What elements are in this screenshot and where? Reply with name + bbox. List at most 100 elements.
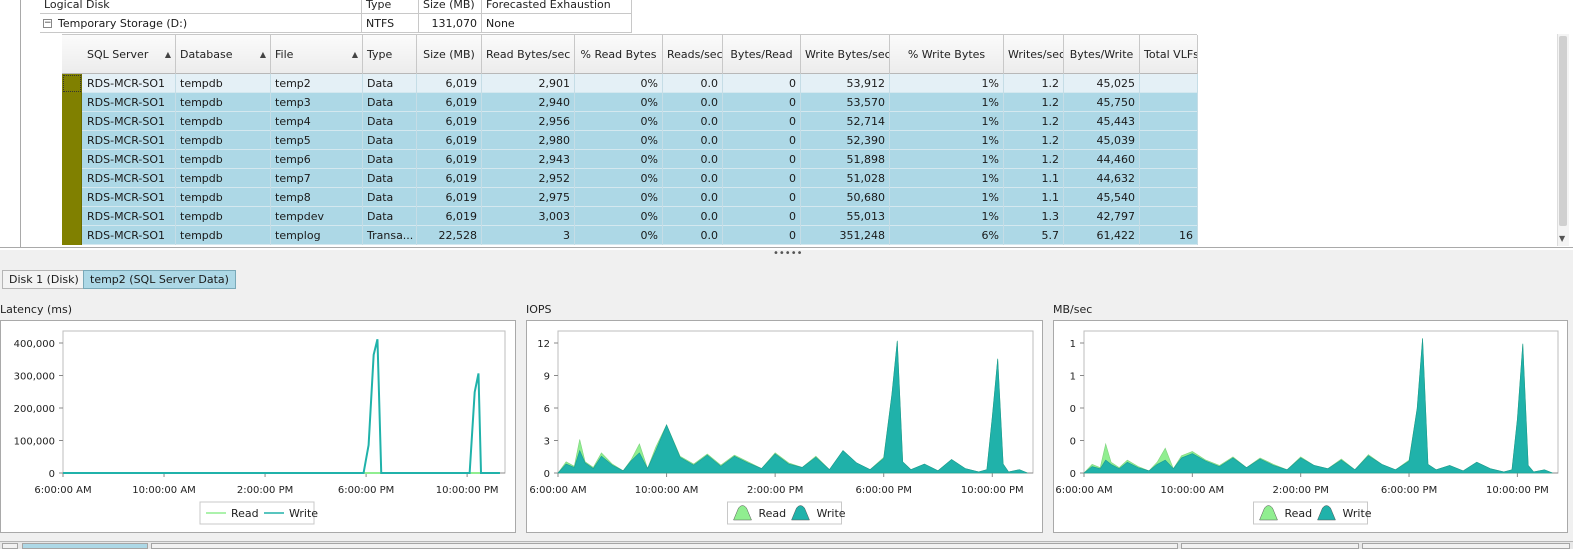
col-header-logical-disk[interactable]: Logical Disk (40, 0, 362, 13)
cell-total-vlfs (1140, 188, 1198, 207)
legend-swatch-write (791, 505, 810, 521)
cell-read-bytes-sec: 2,956 (482, 112, 575, 131)
col-header-file[interactable]: File ▲ (271, 35, 363, 74)
cell-pct-read-bytes: 0% (575, 112, 663, 131)
cell-file: temp4 (271, 112, 363, 131)
cell-type: Data (363, 207, 417, 226)
col-header-read-bytes-sec[interactable]: Read Bytes/sec (482, 35, 575, 74)
col-header-total-vlfs[interactable]: Total VLFs (1140, 35, 1198, 74)
series-color-swatch[interactable] (62, 112, 82, 131)
cell-total-vlfs (1140, 169, 1198, 188)
col-header-type[interactable]: Type (363, 35, 417, 74)
tab-disk-1[interactable]: Disk 1 (Disk) (2, 270, 86, 289)
table-row[interactable]: RDS-MCR-SO1 tempdb templog Transa... 22,528 3… (62, 226, 1198, 245)
col-header-write-bytes-sec[interactable]: Write Bytes/sec (801, 35, 890, 74)
plot-area (62, 330, 506, 474)
col-header-database[interactable]: Database ▲ (176, 35, 271, 74)
series-color-swatch[interactable] (62, 93, 82, 112)
sort-ascending-icon[interactable]: ▲ (259, 50, 266, 59)
outer-grid-header: Logical Disk Type Size (MB) Forecasted E… (40, 0, 632, 14)
group-row-temporary-storage[interactable]: Temporary Storage (D:) NTFS 131,070 None (40, 14, 632, 33)
col-header-pct-read-bytes[interactable]: % Read Bytes (575, 35, 663, 74)
table-row[interactable]: RDS-MCR-SO1 tempdb temp8 Data 6,019 2,975 0% 0.… (62, 188, 1198, 207)
table-row[interactable]: RDS-MCR-SO1 tempdb temp4 Data 6,019 2,956 0% 0.… (62, 112, 1198, 131)
cell-pct-read-bytes: 0% (575, 169, 663, 188)
cell-bytes-read: 0 (723, 150, 801, 169)
cell-reads-sec: 0.0 (663, 74, 723, 93)
cell-write-bytes-sec: 55,013 (801, 207, 890, 226)
scrollbar-thumb[interactable] (1559, 36, 1567, 226)
cell-file: tempdev (271, 207, 363, 226)
cell-type: Transa... (363, 226, 417, 245)
table-row[interactable]: RDS-MCR-SO1 tempdb temp7 Data 6,019 2,952 0% 0.… (62, 169, 1198, 188)
status-segment-1 (2, 543, 18, 549)
sort-ascending-icon[interactable]: ▲ (164, 50, 171, 59)
cell-file: temp3 (271, 93, 363, 112)
series-color-swatch[interactable] (62, 226, 82, 245)
col-header-label: Reads/sec (667, 48, 723, 61)
y-tick-label: 0 (1070, 404, 1076, 415)
status-segment-5 (1362, 543, 1570, 549)
table-row[interactable]: RDS-MCR-SO1 tempdb temp5 Data 6,019 2,980 0% 0.… (62, 131, 1198, 150)
cell-type: Data (363, 169, 417, 188)
tab-temp2-sql-server-data[interactable]: temp2 (SQL Server Data) (83, 270, 236, 289)
series-color-swatch[interactable] (62, 207, 82, 226)
cell-read-bytes-sec: 2,901 (482, 74, 575, 93)
cell-sql-server: RDS-MCR-SO1 (83, 131, 176, 150)
series-color-swatch[interactable] (62, 188, 82, 207)
cell-size-mb: 22,528 (417, 226, 482, 245)
status-segment-2[interactable] (22, 543, 148, 549)
col-header-pct-write-bytes[interactable]: % Write Bytes (890, 35, 1004, 74)
grid-left-border (20, 0, 21, 247)
series-color-swatch[interactable] (62, 150, 82, 169)
series-color-swatch[interactable] (62, 131, 82, 150)
col-header-writes-sec[interactable]: Writes/sec (1004, 35, 1064, 74)
x-tick-label: 10:00:00 AM (1161, 485, 1225, 496)
col-header-bytes-write[interactable]: Bytes/Write (1064, 35, 1140, 74)
cell-reads-sec: 0.0 (663, 93, 723, 112)
splitter-grip-icon[interactable]: ••••• (773, 248, 803, 259)
legend-label-read: Read (759, 507, 787, 520)
table-row[interactable]: RDS-MCR-SO1 tempdb temp6 Data 6,019 2,943 0% 0.… (62, 150, 1198, 169)
col-header-forecasted-exhaustion[interactable]: Forecasted Exhaustion (482, 0, 632, 13)
y-tick-label: 0 (1070, 437, 1076, 448)
table-row[interactable]: RDS-MCR-SO1 tempdb temp3 Data 6,019 2,940 0% 0.… (62, 93, 1198, 112)
col-header-size-mb[interactable]: Size (MB) (417, 35, 482, 74)
cell-writes-sec: 5.7 (1004, 226, 1064, 245)
cell-read-bytes-sec: 2,952 (482, 169, 575, 188)
col-header-size[interactable]: Size (MB) (419, 0, 482, 13)
cell-sql-server: RDS-MCR-SO1 (83, 74, 176, 93)
y-tick-label: 9 (544, 372, 550, 383)
mbsec-chart: 0 0 0 1 1 6:00:00 AM 10:00:00 AM 2:00:00 PM 6:00… (1053, 320, 1568, 533)
latency-chart: 0 100,000 200,000 300,000 400,000 6:00:00 AM 1… (0, 320, 516, 533)
cell-database: tempdb (176, 207, 271, 226)
mbsec-chart-title: MB/sec (1053, 303, 1093, 316)
col-header-bytes-read[interactable]: Bytes/Read (723, 35, 801, 74)
collapse-toggle-icon[interactable]: − (43, 18, 52, 28)
cell-reads-sec: 0.0 (663, 150, 723, 169)
iops-chart-title: IOPS (526, 303, 552, 316)
cell-write-bytes-sec: 50,680 (801, 188, 890, 207)
iops-chart: 0 3 6 9 12 6:00:00 AM 10:00:00 AM 2:00:00 PM 6:0… (526, 320, 1043, 533)
x-tick-label: 6:00:00 PM (338, 485, 394, 496)
table-row[interactable]: RDS-MCR-SO1 tempdb tempdev Data 6,019 3,003 0%… (62, 207, 1198, 226)
mbsec-chart-svg: 0 0 0 1 1 6:00:00 AM 10:00:00 AM 2:00:00 PM 6:00… (1055, 330, 1559, 525)
series-color-swatch[interactable] (62, 74, 82, 93)
col-header-label: SQL Server (87, 48, 149, 61)
cell-bytes-write: 45,025 (1064, 74, 1140, 93)
col-header-sql-server[interactable]: SQL Server ▲ (83, 35, 176, 74)
cell-sql-server: RDS-MCR-SO1 (83, 226, 176, 245)
col-header-type[interactable]: Type (362, 0, 419, 13)
y-tick-label: 200,000 (14, 404, 55, 415)
cell-pct-write-bytes: 1% (890, 169, 1004, 188)
cell-sql-server: RDS-MCR-SO1 (83, 112, 176, 131)
series-color-swatch[interactable] (62, 169, 82, 188)
cell-bytes-write: 44,632 (1064, 169, 1140, 188)
col-header-label: % Write Bytes (907, 48, 986, 61)
col-header-reads-sec[interactable]: Reads/sec (663, 35, 723, 74)
sort-ascending-icon[interactable]: ▲ (351, 50, 358, 59)
cell-reads-sec: 0.0 (663, 169, 723, 188)
series-write-area (1083, 338, 1553, 474)
table-row[interactable]: RDS-MCR-SO1 tempdb temp2 Data 6,019 2,901 0% 0.… (62, 74, 1198, 93)
scroll-down-arrow-icon[interactable]: ▼ (1559, 234, 1566, 243)
